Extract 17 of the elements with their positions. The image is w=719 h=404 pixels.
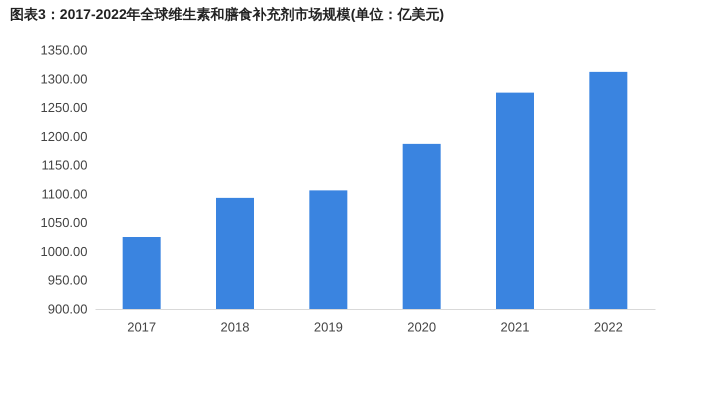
y-tick-label: 1100.00 (41, 186, 88, 202)
x-tick-label: 2019 (314, 320, 343, 334)
y-tick-label: 1050.00 (40, 215, 88, 230)
y-tick-label: 950.00 (48, 272, 88, 288)
y-tick-label: 1300.00 (40, 71, 88, 86)
y-tick-label: 1350.00 (40, 42, 88, 58)
x-tick-label: 2017 (127, 320, 156, 334)
x-tick-label: 2020 (407, 320, 436, 334)
y-tick-label: 1200.00 (40, 128, 88, 144)
x-tick-label: 2022 (594, 320, 623, 334)
y-tick-label: 1250.00 (40, 100, 88, 116)
y-tick-label: 900.00 (48, 302, 88, 316)
x-tick-label: 2018 (220, 320, 250, 334)
chart-title: 图表3：2017-2022年全球维生素和膳食补充剂市场规模(单位：亿美元) (10, 6, 444, 22)
x-tick-label: 2021 (500, 320, 530, 334)
y-tick-label: 1000.00 (40, 244, 88, 259)
y-tick-label: 1150.00 (41, 158, 88, 173)
